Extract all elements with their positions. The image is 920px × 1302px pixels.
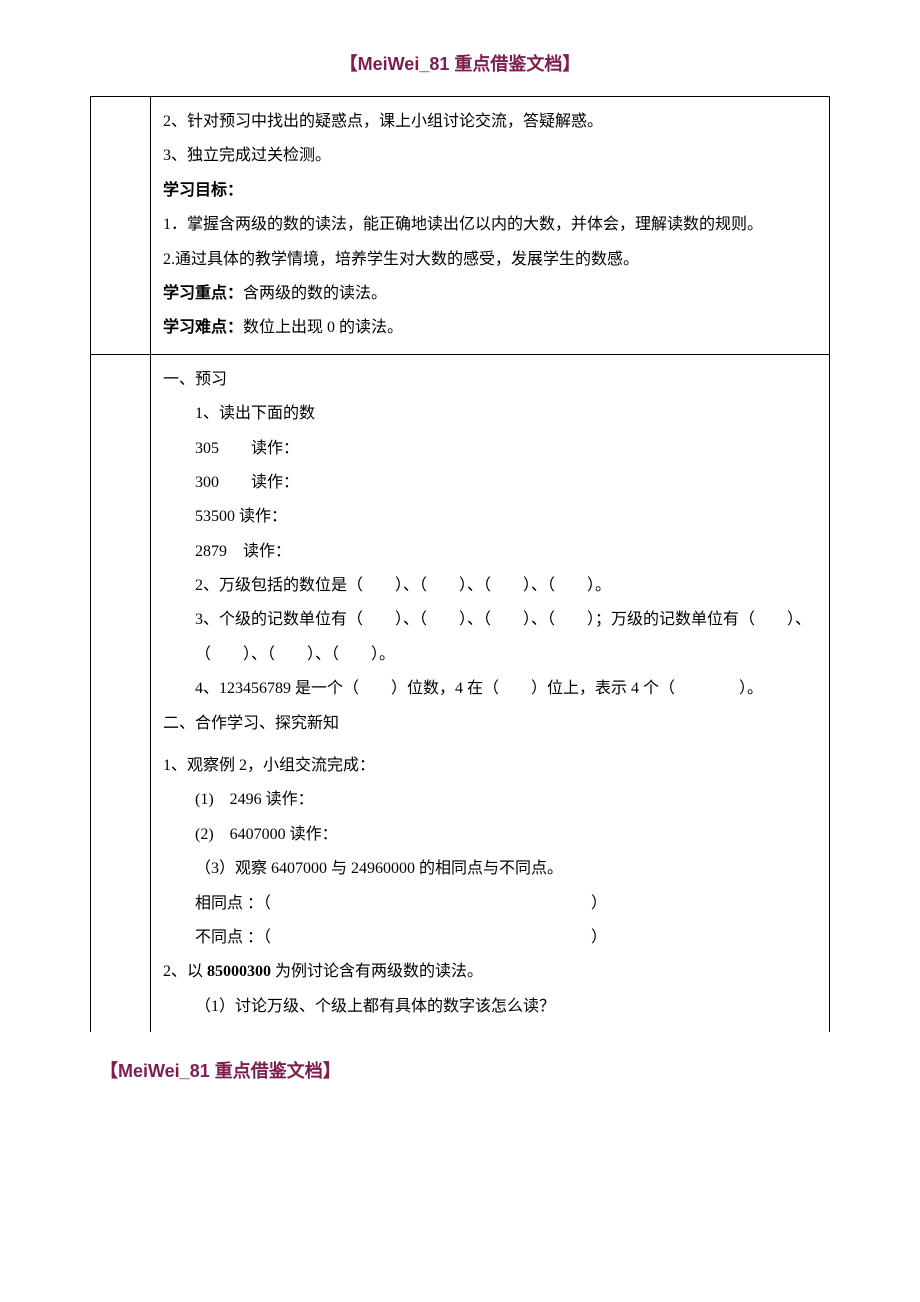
page-header: 【MeiWei_81 重点借鉴文档】 xyxy=(90,50,830,76)
focus-heading: 学习重点：含两级的数的读法。 xyxy=(163,277,817,311)
content-cell-top: 2、针对预习中找出的疑惑点，课上小组讨论交流，答疑解惑。 3、独立完成过关检测。… xyxy=(151,97,830,355)
list-item: （3）观察 6407000 与 24960000 的相同点与不同点。 xyxy=(163,852,817,886)
left-cell-bottom xyxy=(91,354,151,1032)
fill-blank: (1) 2496 读作： xyxy=(163,783,817,817)
table-row: 一、预习 1、读出下面的数 305 读作： 300 读作： 53500 读作： … xyxy=(91,354,830,1032)
page: 【MeiWei_81 重点借鉴文档】 2、针对预习中找出的疑惑点，课上小组讨论交… xyxy=(0,0,920,1113)
fill-blank: 相同点 ：（ ） xyxy=(163,887,817,921)
goals-heading: 学习目标： xyxy=(163,174,817,208)
content-cell-bottom: 一、预习 1、读出下面的数 305 读作： 300 读作： 53500 读作： … xyxy=(151,354,830,1032)
list-item: 1、读出下面的数 xyxy=(163,397,817,431)
fill-blank: 不同点 ：（ ） xyxy=(163,921,817,955)
fill-blank: (2) 6407000 读作： xyxy=(163,818,817,852)
paragraph: 1．掌握含两级的数的读法，能正确地读出亿以内的大数，并体会，理解读数的规则。 xyxy=(163,208,817,242)
difficulty-heading: 学习难点：数位上出现 0 的读法。 xyxy=(163,311,817,345)
fill-blank: 53500 读作： xyxy=(163,500,817,534)
fill-blank: 2879 读作： xyxy=(163,535,817,569)
list-item: 1、观察例 2，小组交流完成： xyxy=(163,749,817,783)
list-item: 2、以 85000300 为例讨论含有两级数的读法。 xyxy=(163,955,817,989)
fill-blank: 300 读作： xyxy=(163,466,817,500)
left-cell-top xyxy=(91,97,151,355)
spacer xyxy=(163,741,817,749)
page-footer: 【MeiWei_81 重点借鉴文档】 xyxy=(90,1057,830,1083)
table-row: 2、针对预习中找出的疑惑点，课上小组讨论交流，答疑解惑。 3、独立完成过关检测。… xyxy=(91,97,830,355)
section-heading: 一、预习 xyxy=(163,363,817,397)
list-item: （1）讨论万级、个级上都有具体的数字该怎么读？ xyxy=(163,990,817,1024)
section-heading: 二、合作学习、探究新知 xyxy=(163,707,817,741)
paragraph: 3、独立完成过关检测。 xyxy=(163,139,817,173)
paragraph: 2.通过具体的教学情境，培养学生对大数的感受，发展学生的数感。 xyxy=(163,243,817,277)
document-table: 2、针对预习中找出的疑惑点，课上小组讨论交流，答疑解惑。 3、独立完成过关检测。… xyxy=(90,96,830,1032)
list-item: 2、万级包括的数位是（ ）、（ ）、（ ）、（ ）。 xyxy=(163,569,817,603)
paragraph: 2、针对预习中找出的疑惑点，课上小组讨论交流，答疑解惑。 xyxy=(163,105,817,139)
list-item: 4、123456789 是一个（ ）位数，4 在（ ）位上，表示 4 个（ ）。 xyxy=(163,672,817,706)
fill-blank: 305 读作： xyxy=(163,432,817,466)
list-item: 3、个级的记数单位有（ ）、（ ）、（ ）、（ ）；万级的记数单位有（ ）、（ … xyxy=(163,603,817,672)
